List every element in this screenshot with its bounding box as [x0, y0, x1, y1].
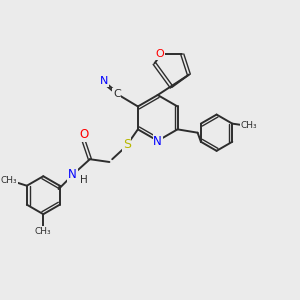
Text: N: N [153, 135, 162, 148]
Text: C: C [113, 89, 121, 99]
Text: CH₃: CH₃ [35, 227, 52, 236]
Text: N: N [100, 76, 108, 86]
Text: CH₃: CH₃ [0, 176, 17, 185]
Text: H: H [80, 175, 88, 185]
Text: N: N [68, 168, 77, 181]
Text: S: S [123, 138, 131, 151]
Text: O: O [155, 50, 164, 59]
Text: O: O [79, 128, 88, 141]
Text: CH₃: CH₃ [240, 121, 257, 130]
